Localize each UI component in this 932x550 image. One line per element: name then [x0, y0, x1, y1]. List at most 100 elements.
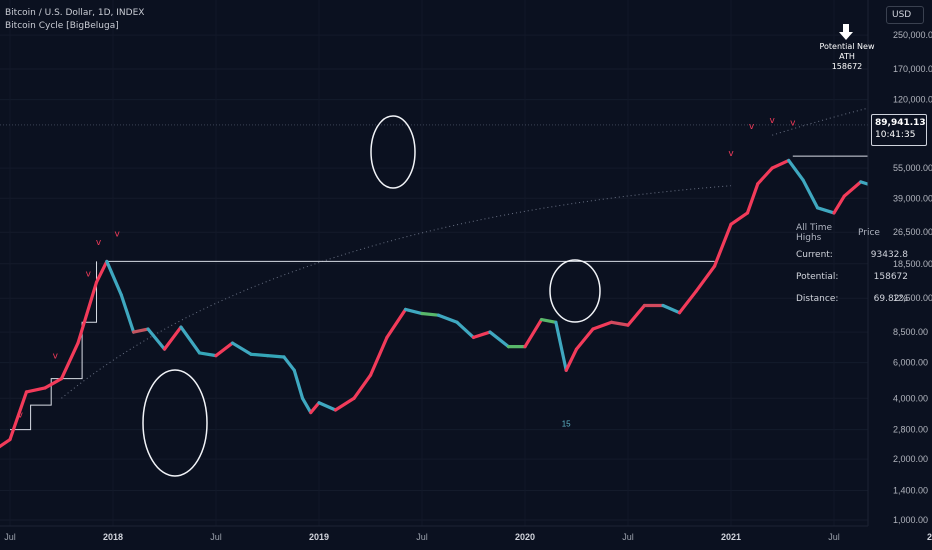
price-segment	[694, 264, 717, 294]
x-tick-label: Jul	[210, 532, 222, 542]
price-segment	[162, 325, 183, 351]
cycle-bottom-circles	[142, 115, 601, 477]
price-segment	[815, 206, 836, 215]
cycle-top-marker: v	[86, 269, 92, 279]
y-axis[interactable]: 250,000.00 170,000.00 120,000.00 55,000.00 3…	[867, 0, 932, 550]
ath-table-row: Potential: 158672	[796, 266, 908, 288]
price-segment	[282, 355, 296, 372]
price-segment	[309, 401, 321, 415]
price-segment	[712, 222, 733, 268]
ath-table-row: Distance: 69.82%	[796, 288, 908, 310]
ath-row-value: 158672	[873, 272, 908, 282]
potential-ath-annotation: Potential New ATH 158672	[812, 42, 882, 72]
price-segment	[832, 194, 846, 215]
ath-row-value: 69.82%	[873, 294, 908, 304]
price-segment	[8, 390, 29, 442]
ath-table-col1: All Time Highs	[796, 223, 833, 243]
ath-table: All Time Highs Price Current: 93432.8 Po…	[796, 222, 908, 310]
price-segment	[842, 180, 863, 198]
ath-table-header: All Time Highs Price	[796, 222, 908, 244]
ath-table-col2: Price	[858, 228, 880, 238]
price-segment	[420, 311, 441, 317]
ath-levels	[0, 124, 932, 431]
y-tick-label: 1,400.00	[893, 485, 928, 495]
x-tick-label: 2021	[721, 532, 741, 542]
price-segment	[729, 211, 750, 226]
price-segment	[76, 280, 99, 345]
cycle-arcs	[61, 92, 932, 399]
price-segment	[574, 327, 595, 351]
cycle-top-marker: v	[53, 351, 59, 361]
y-tick-label: 2,000.00	[893, 454, 928, 464]
price-segment	[132, 327, 150, 334]
y-tick-label: 120,000.00	[893, 95, 932, 105]
price-segment	[292, 368, 305, 400]
annotation-value: 158672	[831, 62, 863, 71]
price-segment	[317, 401, 338, 412]
price-segment	[197, 351, 218, 358]
x-tick-label: Jul	[4, 532, 16, 542]
ath-row-label: Current:	[796, 250, 833, 260]
price-segment	[591, 320, 614, 331]
ath-projection	[839, 24, 853, 40]
x-tick-label: Jul	[622, 532, 634, 542]
indicator-title[interactable]: Bitcoin Cycle [BigBeluga]	[5, 21, 119, 31]
cycle-arc-2018	[61, 185, 732, 399]
price-segment	[105, 259, 123, 297]
price-segment	[523, 317, 544, 349]
price-segment	[146, 327, 167, 351]
cycle-top-marker: v	[114, 230, 120, 240]
price-series: vvvvvvvvvvvv15	[0, 116, 932, 449]
x-tick-label: 2020	[515, 532, 535, 542]
price-segment	[403, 307, 424, 316]
cycle-bottom-circle	[142, 369, 208, 477]
currency-button[interactable]: USD	[886, 6, 924, 24]
price-segment	[609, 320, 630, 327]
ath-table-row: Current: 93432.8	[796, 244, 908, 266]
y-tick-label: 12,500.00	[893, 293, 932, 303]
price-segment	[661, 303, 682, 315]
chart-grid	[0, 34, 868, 521]
price-segment	[554, 320, 568, 372]
x-axis[interactable]: Jul2018Jul2019Jul2020Jul2021Jul2022Jul20…	[0, 525, 932, 550]
price-segment	[564, 347, 579, 372]
y-tick-label: 4,000.00	[893, 393, 928, 403]
x-tick-label: Jul	[416, 532, 428, 542]
price-segment	[801, 178, 820, 210]
y-tick-label: 18,500.00	[893, 259, 932, 269]
x-tick-label: 2018	[103, 532, 123, 542]
price-segment	[333, 396, 356, 412]
down-arrow-icon	[839, 24, 853, 40]
cycle-bottom-circle	[549, 259, 601, 323]
bar-countdown: 10:41:35	[875, 130, 916, 140]
price-segment	[626, 303, 647, 327]
price-segment	[214, 341, 235, 358]
price-segment	[488, 330, 511, 349]
price-segment	[59, 341, 80, 381]
price-segment	[24, 386, 47, 394]
y-tick-label: 6,000.00	[893, 358, 928, 368]
last-price: 89,941.13	[875, 118, 926, 128]
y-tick-label: 39,000.00	[893, 193, 932, 203]
symbol-title: Bitcoin / U.S. Dollar, 1D, INDEX	[5, 8, 145, 18]
y-axis-background	[868, 0, 932, 550]
cycle-low-label: 15	[562, 420, 571, 429]
x-axis-background	[0, 526, 868, 550]
y-tick-label: 26,500.00	[893, 227, 932, 237]
price-segment	[770, 158, 791, 170]
price-segment	[368, 335, 389, 377]
price-segment	[94, 259, 109, 284]
y-tick-label: 250,000.00	[893, 30, 932, 40]
y-tick-label: 170,000.00	[893, 64, 932, 74]
x-tick-label: 2022	[927, 532, 932, 542]
last-price-tag: 89,941.13 10:41:35	[871, 114, 927, 146]
price-segment	[385, 307, 408, 339]
price-segment	[230, 341, 253, 356]
price-segment	[539, 317, 558, 324]
price-segment	[43, 377, 64, 390]
ath-row-value: 93432.8	[870, 250, 908, 260]
price-segment	[756, 166, 774, 186]
ath-step-line	[10, 261, 98, 431]
